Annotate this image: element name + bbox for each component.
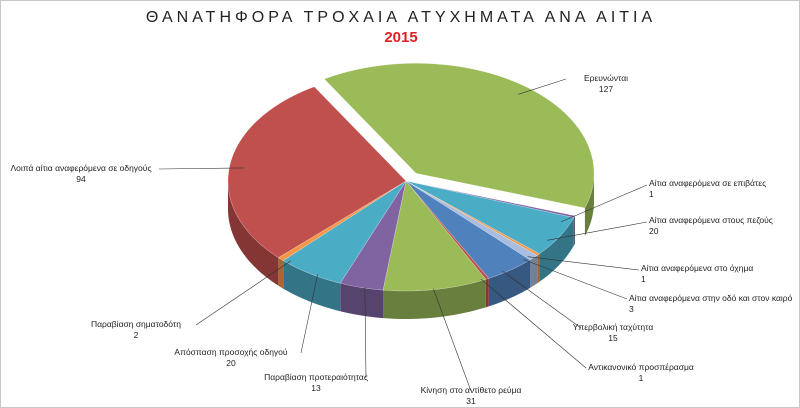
data-label: Κίνηση στο αντίθετο ρεύμα 31: [376, 385, 566, 407]
data-label: Παραβίαση προτεραιότητας 13: [221, 372, 411, 394]
value-label: 31: [466, 396, 476, 406]
category-label: Ερευνώνται: [583, 73, 629, 83]
category-label: Αίτια αναφερόμενα σε επιβάτες: [649, 178, 767, 188]
slice-side: [584, 173, 595, 236]
value-label: 13: [311, 383, 321, 393]
leader-line: [195, 260, 291, 326]
slice: [339, 180, 407, 291]
category-label: Παραβίαση προτεραιότητας: [264, 372, 368, 382]
slice-side: [530, 255, 538, 288]
slice: [323, 63, 595, 209]
category-label: Υπερβολική ταχύτητα: [572, 322, 654, 332]
slice-side: [283, 260, 341, 312]
leader-line: [523, 259, 628, 300]
data-label: Αίτια αναφερόμενα στο όχημα 1: [641, 263, 799, 285]
category-label: Αίτια αναφερόμενα στους πεζούς: [649, 215, 773, 225]
slice: [382, 180, 487, 292]
leader-line: [560, 184, 648, 223]
value-label: 1: [641, 274, 646, 284]
chart-title: ΘΑΝΑΤΗΦΟΡΑ ΤΡΟΧΑΙΑ ΑΤΥΧΗΜΑΤΑ ΑΝΑ ΑΙΤΙΑ: [145, 9, 657, 26]
category-label: Παραβίαση σηματοδότη: [90, 319, 181, 329]
category-label: Απόσπαση προσοχής οδηγού: [174, 347, 288, 357]
leader-line: [433, 288, 472, 392]
category-label: Αίτια αναφερόμενα στην οδό και στον καιρ…: [629, 293, 793, 303]
slice-side: [539, 217, 574, 282]
value-label: 3: [629, 304, 634, 314]
leader-line: [480, 278, 587, 369]
data-label: Αντικανονικό προσπέρασμα 1: [546, 362, 736, 384]
category-label: Αντικανονικό προσπέρασμα: [588, 362, 694, 372]
slice-side: [228, 181, 279, 286]
slice-side: [340, 283, 384, 319]
category-label: Λοιπά αίτια αναφερόμενα σε οδηγούς: [10, 163, 152, 173]
slice-side: [537, 253, 540, 284]
data-label: Υπερβολική ταχύτητα 15: [518, 322, 708, 344]
slice-side: [485, 278, 489, 308]
category-label: Αίτια αναφερόμενα στο όχημα: [641, 263, 754, 273]
value-label: 15: [608, 333, 618, 343]
leader-line: [518, 78, 567, 95]
data-label: Αίτια αναφερόμενα στους πεζούς 20: [649, 215, 799, 237]
leader-line: [364, 286, 367, 379]
leader-line: [158, 167, 244, 170]
leader-line: [527, 256, 640, 271]
data-label: Απόσπαση προσοχής οδηγού 20: [136, 347, 326, 369]
category-label: Κίνηση στο αντίθετο ρεύμα: [420, 385, 522, 395]
slice: [282, 180, 407, 284]
data-label: Ερευνώνται 127: [511, 73, 701, 95]
data-label: Αίτια αναφερόμενα στην οδό και στον καιρ…: [629, 293, 794, 315]
value-label: 1: [649, 189, 654, 199]
slice-side: [383, 279, 486, 319]
data-label: Αίτια αναφερόμενα σε επιβάτες 1: [649, 178, 799, 200]
value-label: 20: [649, 226, 659, 236]
data-label: Λοιπά αίτια αναφερόμενα σε οδηγούς 94: [1, 163, 176, 185]
value-label: 2: [133, 330, 139, 340]
slice-side: [278, 257, 284, 289]
value-label: 1: [638, 373, 644, 383]
value-label: 94: [76, 174, 86, 184]
leader-line: [501, 270, 582, 329]
leader-line: [300, 274, 318, 354]
slice: [405, 180, 575, 255]
data-label: Παραβίαση σηματοδότη 2: [41, 319, 231, 341]
slice-side: [573, 215, 575, 246]
slice: [227, 86, 407, 258]
value-label: 127: [598, 84, 614, 94]
chart-subtitle: 2015: [384, 29, 418, 46]
value-label: 20: [226, 358, 236, 368]
slice: [405, 180, 531, 279]
leader-line: [547, 221, 648, 241]
